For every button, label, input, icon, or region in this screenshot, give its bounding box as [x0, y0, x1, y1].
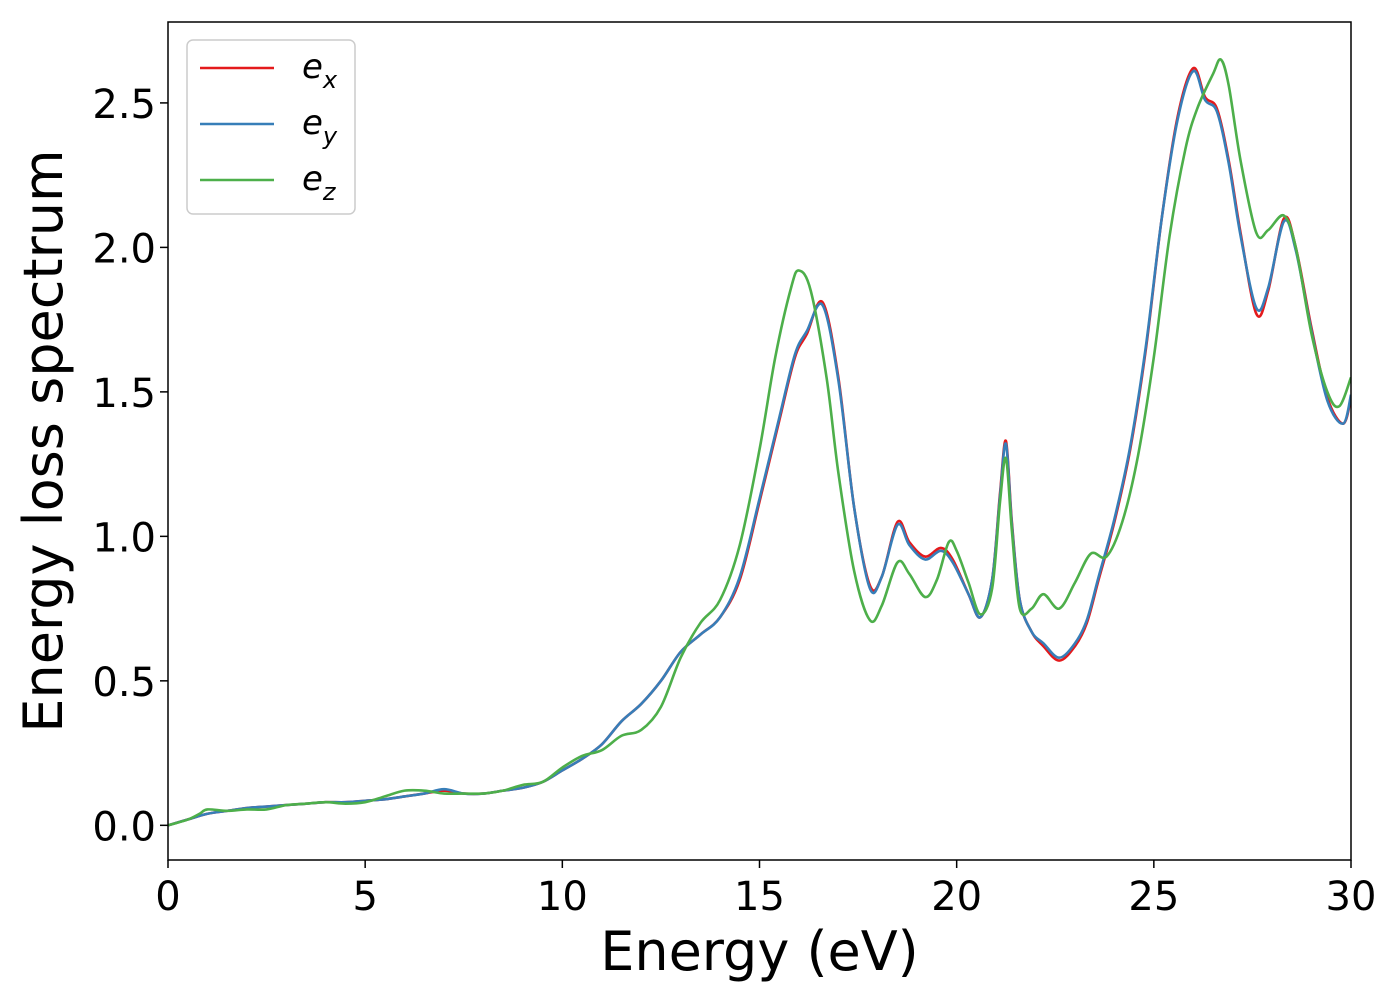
series-line-y	[168, 69, 1351, 827]
legend-label-x: ex	[302, 47, 338, 94]
x-axis-ticks: 0 5 10 15 20 25 30	[155, 860, 1376, 920]
x-tick-label: 20	[931, 874, 982, 920]
x-axis-title: Energy (eV)	[600, 920, 919, 983]
legend-label-base: e	[302, 159, 323, 199]
x-tick-label: 10	[537, 874, 588, 920]
x-tick-label: 5	[352, 874, 377, 920]
y-axis-title: Energy loss spectrum	[12, 149, 75, 732]
y-tick-label: 0.5	[92, 660, 156, 706]
legend-label-z: ez	[302, 159, 337, 206]
y-tick-label: 2.0	[92, 226, 156, 272]
legend-label-base: e	[302, 103, 323, 143]
legend-box	[186, 39, 356, 215]
y-tick-label: 0.0	[92, 804, 156, 850]
y-tick-label: 1.0	[92, 515, 156, 561]
x-tick-label: 15	[734, 874, 785, 920]
y-tick-label: 2.5	[92, 82, 156, 128]
legend-label-base: e	[302, 47, 323, 87]
legend-label-subscript: z	[322, 178, 337, 206]
legend-label-y: ey	[302, 103, 338, 150]
legend-label-subscript: y	[322, 122, 338, 150]
y-tick-label: 1.5	[92, 371, 156, 417]
series-line-z	[168, 58, 1351, 827]
y-axis-ticks: 0.0 0.5 1.0 1.5 2.0 2.5	[92, 82, 168, 850]
legend-label-subscript: x	[322, 66, 338, 94]
x-tick-label: 0	[155, 874, 180, 920]
series-layer	[168, 58, 1351, 827]
x-tick-label: 25	[1128, 874, 1179, 920]
x-tick-label: 30	[1326, 874, 1377, 920]
